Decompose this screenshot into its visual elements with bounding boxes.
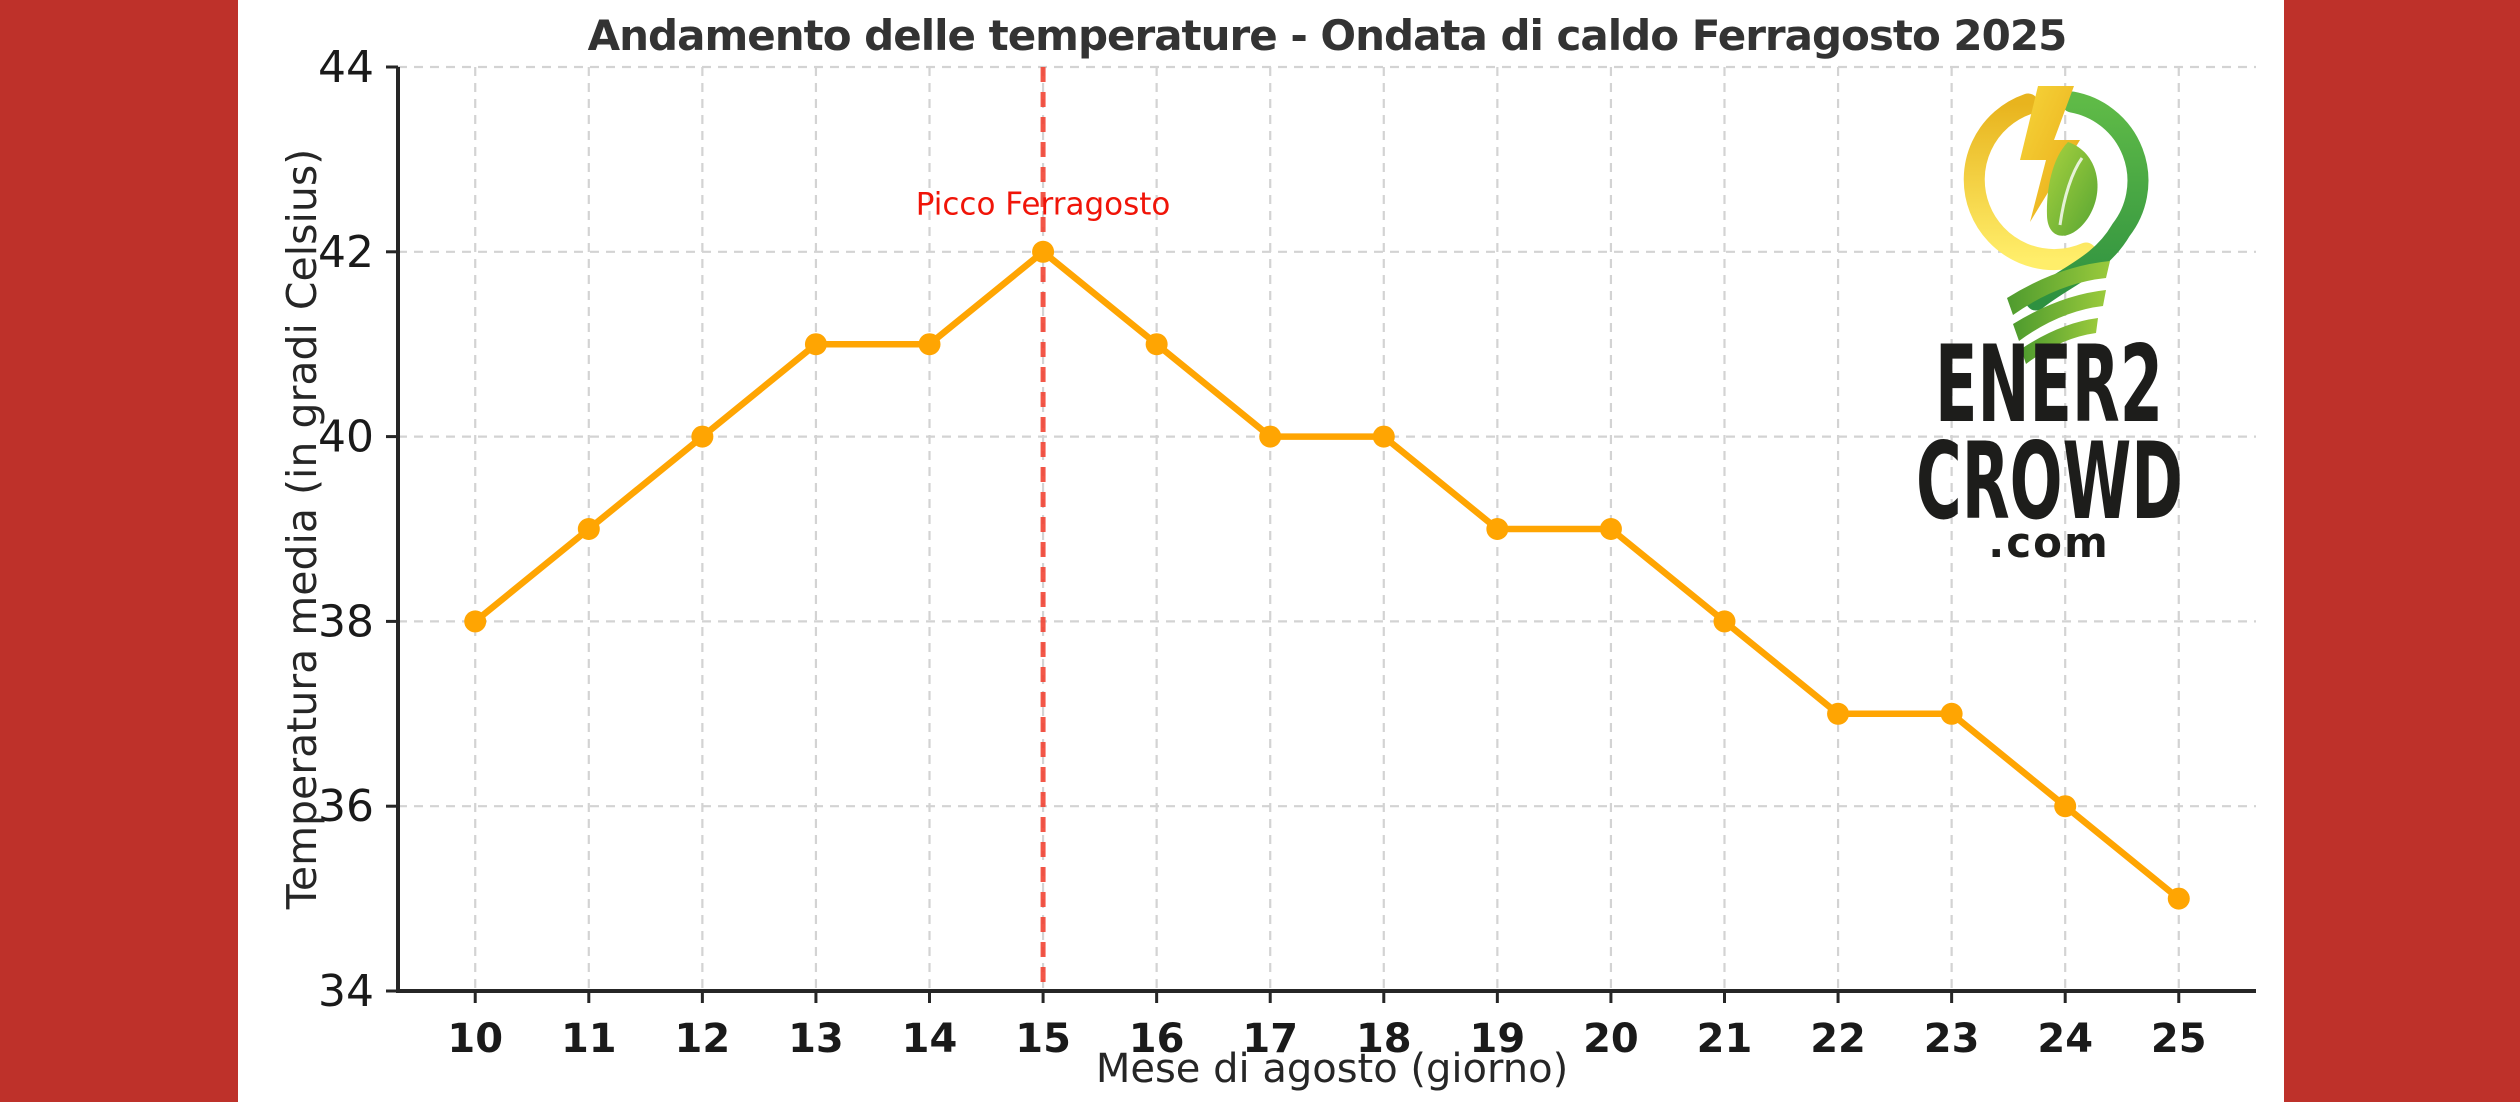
data-point-marker xyxy=(804,333,827,356)
x-tick-label: 16 xyxy=(1129,1016,1185,1062)
y-tick-label: 40 xyxy=(318,412,374,463)
bulb-yellow-arc xyxy=(1963,93,2097,271)
y-axis-label: Temperatura media (in gradi Celsius) xyxy=(278,149,326,910)
x-tick-label: 13 xyxy=(788,1016,844,1062)
peak-annotation: Picco Ferragosto xyxy=(916,187,1171,223)
left-red-band xyxy=(0,0,238,1102)
x-tick-label: 20 xyxy=(1583,1016,1639,1062)
data-point-marker xyxy=(1940,702,1963,725)
ener2crowd-logo: ENER2 CROWD .com xyxy=(1916,86,2183,567)
labels-layer: 10 11 12 13 14 15 16 17 18 19 20 21 22 23 24 25 34 36 38 40… xyxy=(278,11,2207,1092)
data-point-marker xyxy=(1259,425,1282,448)
data-point-marker xyxy=(1827,702,1850,725)
leaf-vein xyxy=(2058,157,2084,226)
chart-title: Andamento delle temperature - Ondata di … xyxy=(588,11,2067,60)
y-tick-label: 42 xyxy=(318,227,374,278)
lightning-bolt-icon xyxy=(2020,86,2080,222)
temperature-series-layer xyxy=(464,240,2190,910)
x-tick-label: 23 xyxy=(1924,1016,1980,1062)
data-point-marker xyxy=(464,610,487,633)
logo-text-com: .com xyxy=(1988,518,2109,567)
data-point-marker xyxy=(2054,795,2077,818)
x-tick-label: 17 xyxy=(1242,1016,1298,1062)
x-tick-label: 22 xyxy=(1810,1016,1866,1062)
data-point-marker xyxy=(577,518,600,540)
bulb-base-ribbon-2 xyxy=(2013,290,2106,341)
x-tick-label: 11 xyxy=(561,1016,617,1062)
y-tick-label: 38 xyxy=(318,596,374,647)
logo-text-crowd: CROWD xyxy=(1916,420,2183,543)
data-point-marker xyxy=(2167,887,2190,910)
x-tick-label: 14 xyxy=(902,1016,958,1062)
axes-layer xyxy=(386,65,2256,1003)
lightbulb-leaf-icon xyxy=(1963,86,2149,364)
leaf-icon xyxy=(2046,142,2098,236)
y-tick-label: 34 xyxy=(318,966,374,1017)
right-red-band xyxy=(2284,0,2520,1102)
logo-text-ener2: ENER2 xyxy=(1935,323,2163,446)
temperature-line xyxy=(471,248,2183,902)
x-tick-label: 19 xyxy=(1470,1016,1526,1062)
x-tick-label: 25 xyxy=(2151,1016,2207,1062)
x-tick-label: 12 xyxy=(675,1016,731,1062)
data-point-marker xyxy=(918,333,941,356)
x-tick-label: 21 xyxy=(1697,1016,1753,1062)
x-tick-label: 18 xyxy=(1356,1016,1412,1062)
data-point-marker xyxy=(1145,333,1168,356)
x-tick-label: 15 xyxy=(1015,1016,1071,1062)
data-point-marker xyxy=(1713,610,1736,633)
x-axis-label: Mese di agosto (giorno) xyxy=(1096,1046,1568,1092)
data-point-marker xyxy=(1032,240,1055,263)
y-tick-label: 44 xyxy=(318,42,374,93)
data-point-marker xyxy=(1372,425,1395,448)
x-tick-label: 10 xyxy=(447,1016,503,1062)
data-point-marker xyxy=(1599,518,1622,540)
x-tick-label: 24 xyxy=(2037,1016,2093,1062)
data-point-marker xyxy=(1486,518,1509,540)
data-point-marker xyxy=(691,425,714,448)
bulb-base-ribbon-3 xyxy=(2021,318,2098,364)
y-tick-label: 36 xyxy=(318,781,374,832)
bulb-base-ribbon-1 xyxy=(2007,261,2110,315)
